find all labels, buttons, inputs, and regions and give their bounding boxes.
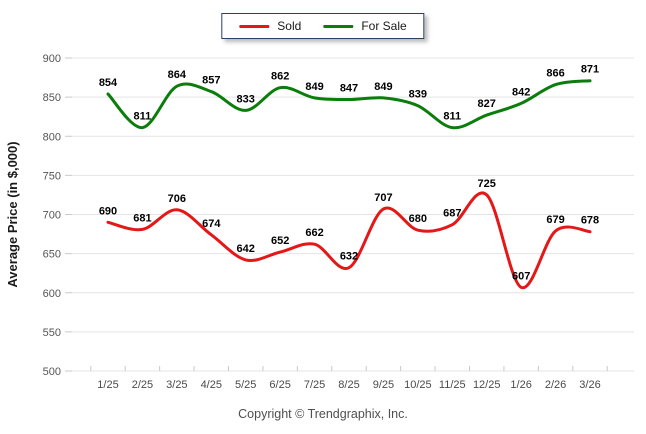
for-sale-line-swatch-icon (323, 24, 354, 28)
data-label-for-sale: 862 (271, 71, 289, 83)
data-label-for-sale: 849 (305, 81, 323, 93)
legend-label-sold: Sold (277, 19, 302, 33)
y-tick-label: 800 (43, 131, 61, 143)
legend-item-sold: Sold (239, 19, 301, 33)
data-label-sold: 706 (168, 193, 186, 205)
data-label-sold: 678 (581, 215, 599, 227)
data-label-for-sale: 811 (134, 111, 152, 123)
data-label-sold: 707 (374, 192, 392, 204)
y-tick-label: 600 (43, 288, 61, 300)
data-label-sold: 681 (133, 212, 151, 224)
series-line-for-sale (106, 79, 592, 130)
data-label-sold: 632 (340, 251, 358, 263)
x-tick-label: 2/25 (132, 379, 153, 391)
y-tick-label: 650 (43, 249, 61, 261)
series-line-sold (106, 191, 592, 289)
data-label-for-sale: 866 (546, 68, 564, 80)
legend: Sold For Sale (221, 13, 425, 39)
data-label-for-sale: 833 (237, 93, 255, 105)
data-label-for-sale: 857 (202, 75, 220, 87)
x-tick-label: 9/25 (373, 379, 394, 391)
data-label-for-sale: 864 (168, 69, 187, 81)
data-label-sold: 687 (443, 208, 461, 220)
data-label-sold: 674 (202, 218, 221, 230)
y-tick-label: 500 (43, 366, 61, 378)
average-price-line-chart: 500 550 600 650 700 750 800 850 900 1/25 2/25 3/25 4… (5, 53, 634, 391)
data-label-for-sale: 839 (409, 89, 427, 101)
x-tick-label: 3/25 (166, 379, 187, 391)
x-tick-label: 6/25 (269, 379, 290, 391)
x-tick-label: 4/25 (201, 379, 222, 391)
x-tick-label: 11/25 (439, 379, 466, 391)
x-tick-label: 1/25 (97, 379, 118, 391)
y-tick-label: 550 (43, 327, 61, 339)
data-label-sold: 725 (478, 178, 496, 190)
data-label-for-sale: 854 (99, 77, 118, 89)
data-label-sold: 662 (305, 227, 323, 239)
data-label-for-sale: 827 (478, 98, 496, 110)
data-label-sold: 652 (271, 235, 289, 247)
data-label-sold: 679 (546, 214, 564, 226)
y-tick-label: 850 (43, 92, 61, 104)
y-tick-label: 700 (43, 210, 61, 222)
data-label-for-sale: 871 (581, 64, 599, 76)
x-tick-label: 3/26 (579, 379, 600, 391)
data-label-for-sale: 811 (443, 111, 461, 123)
y-axis-title: Average Price (in $,000) (5, 141, 20, 287)
copyright-text: Copyright © Trendgraphix, Inc. (238, 407, 408, 421)
x-tick-label: 12/25 (473, 379, 501, 391)
x-tick-label: 1/26 (510, 379, 531, 391)
x-tick-label: 7/25 (304, 379, 325, 391)
x-tick-label: 8/25 (338, 379, 359, 391)
data-label-sold: 607 (512, 270, 530, 282)
x-tick-label: 10/25 (404, 379, 432, 391)
data-label-for-sale: 849 (374, 81, 392, 93)
data-label-sold: 680 (409, 213, 427, 225)
data-label-sold: 690 (99, 205, 117, 217)
x-tick-label: 5/25 (235, 379, 256, 391)
data-label-for-sale: 847 (340, 82, 358, 94)
data-label-for-sale: 842 (512, 86, 530, 98)
y-tick-label: 900 (43, 53, 61, 65)
x-tick-label: 2/26 (545, 379, 566, 391)
legend-item-for-sale: For Sale (323, 19, 407, 33)
data-label-sold: 642 (237, 243, 255, 255)
sold-line-swatch-icon (239, 24, 270, 28)
y-tick-label: 750 (43, 170, 61, 182)
legend-label-for-sale: For Sale (361, 19, 407, 33)
